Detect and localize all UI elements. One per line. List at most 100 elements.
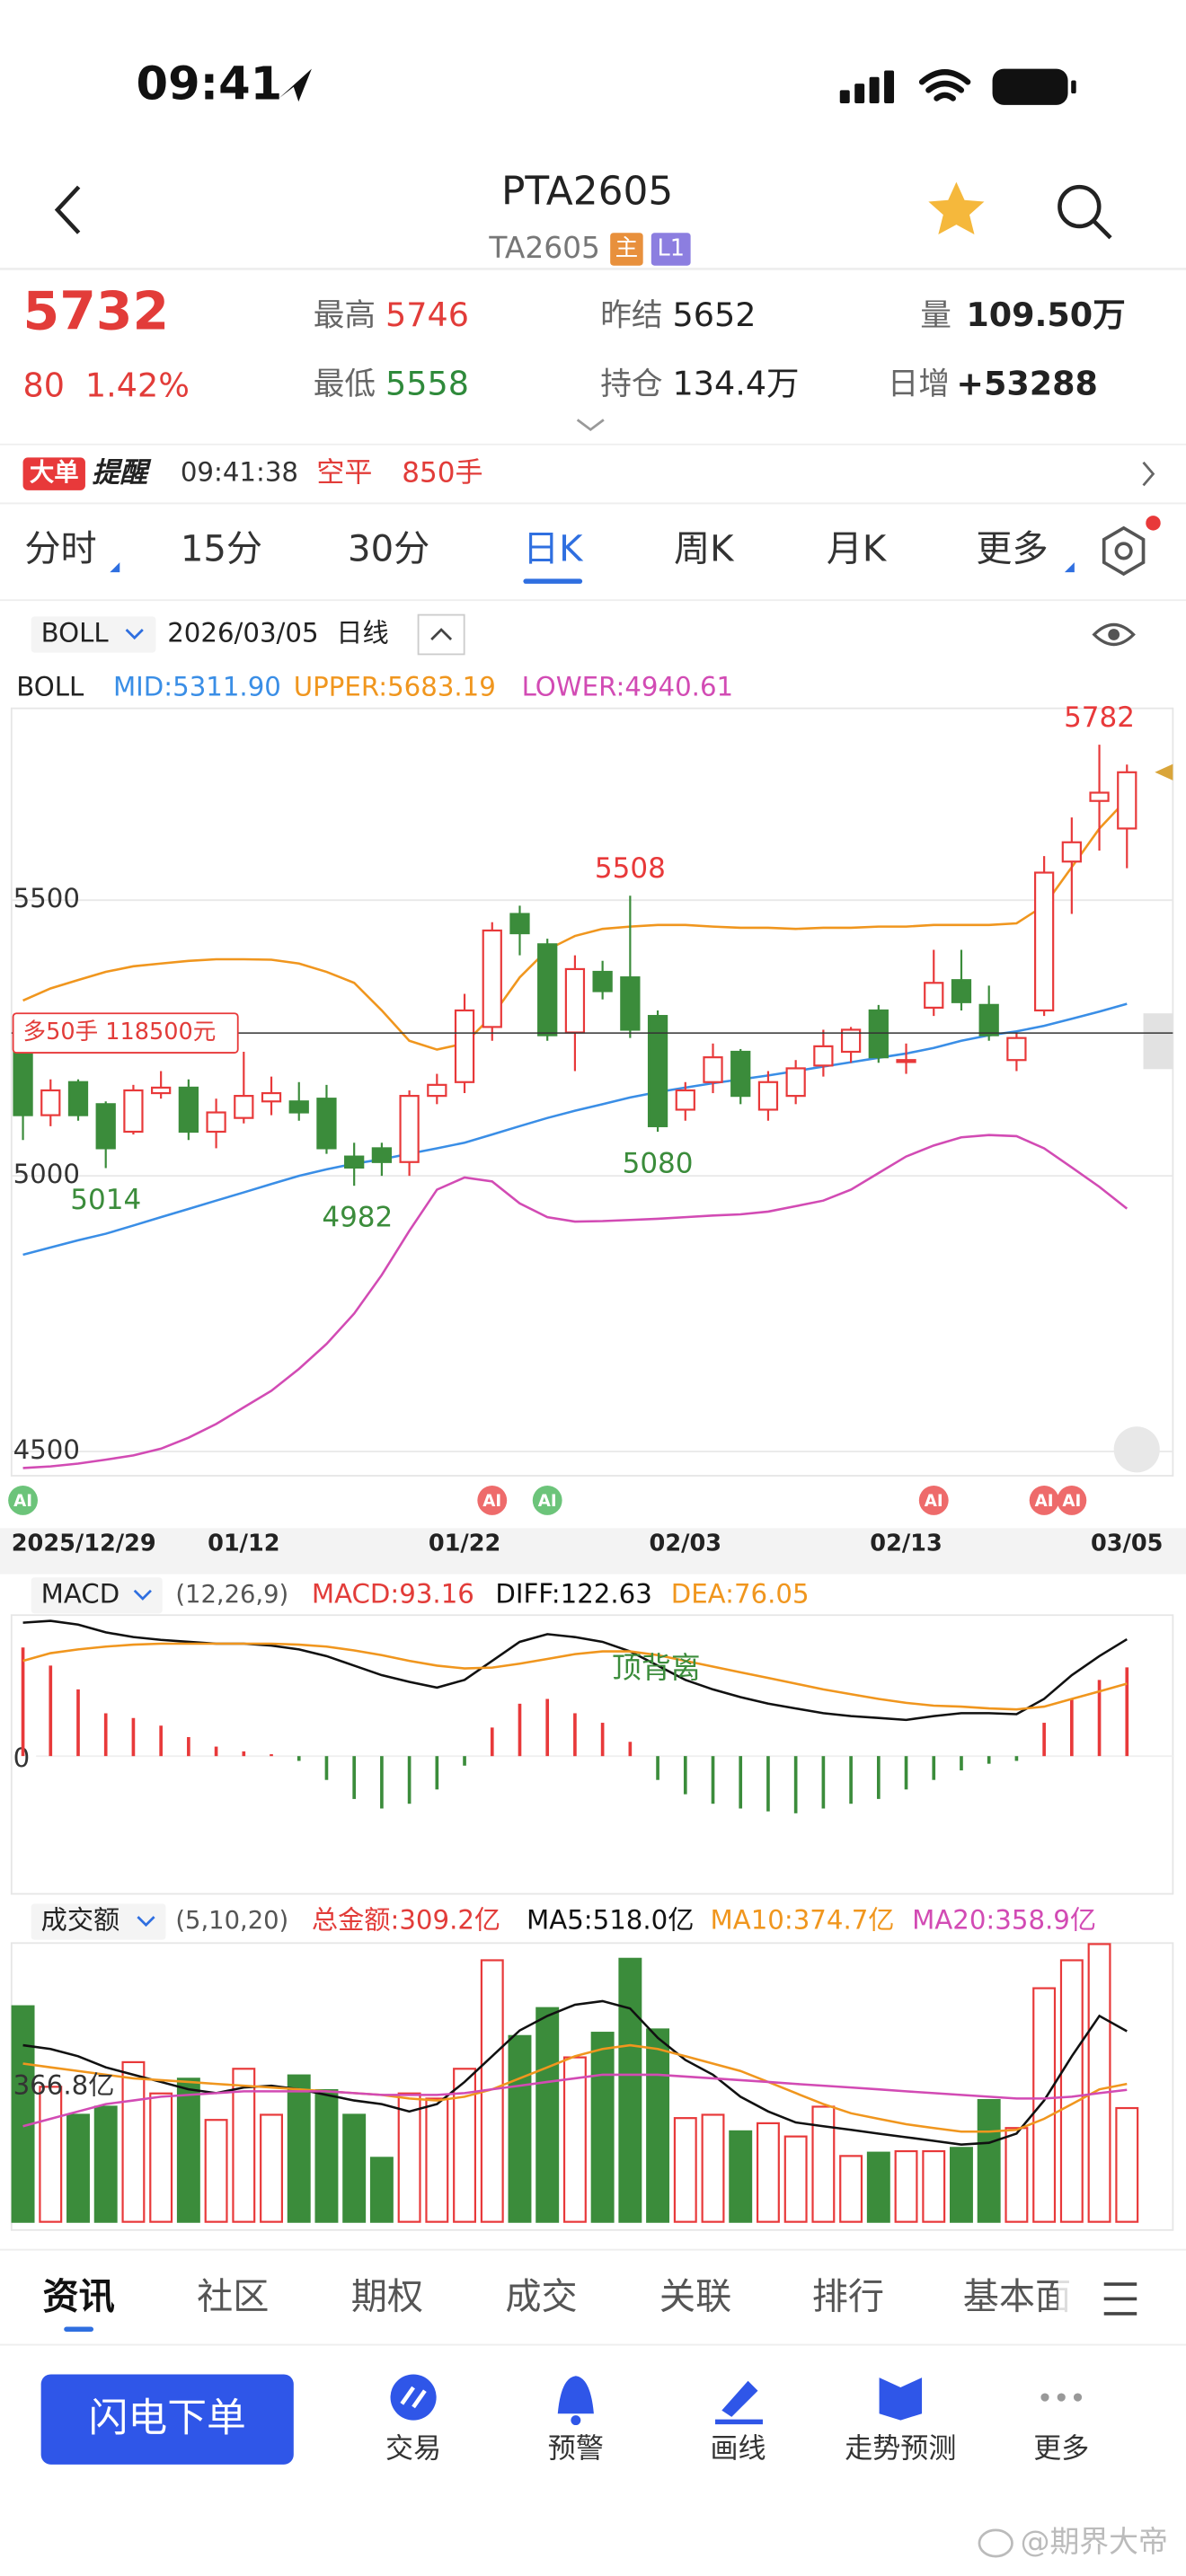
ai-signal[interactable] — [918, 1485, 949, 1515]
contract-code: TA2605 — [488, 230, 600, 265]
price-change: 80 — [23, 366, 65, 404]
x-tick-label: 03/05 — [1091, 1531, 1163, 1557]
draw-icon[interactable] — [721, 2380, 758, 2417]
amount-ma-line — [22, 1999, 1128, 2146]
amount-bar — [11, 2005, 35, 2223]
tag-badge — [651, 233, 691, 266]
extreme-label: 5014 — [70, 1184, 141, 1216]
ai-signal[interactable] — [477, 1485, 508, 1515]
amount-name: 成交额 — [41, 1905, 120, 1936]
date-axis — [0, 1528, 1186, 1575]
more-icon[interactable] — [1040, 2393, 1083, 2402]
info-tab[interactable]: 成交 — [505, 2276, 577, 2317]
period-tab[interactable]: 日K — [523, 528, 584, 569]
candle-body — [427, 1083, 447, 1098]
candle-body — [1089, 791, 1110, 802]
back-button[interactable] — [54, 185, 81, 234]
eye-pupil — [1108, 629, 1120, 640]
overlay-legend: MID:5311.90 — [113, 672, 281, 702]
indicator-select[interactable] — [31, 616, 156, 653]
candle-body — [813, 1045, 834, 1067]
candle-body — [1061, 841, 1082, 863]
expand-chevron[interactable] — [576, 419, 605, 432]
favorite-star[interactable] — [928, 181, 985, 235]
amount-bar — [66, 2113, 90, 2223]
info-tab[interactable]: 社区 — [197, 2276, 269, 2317]
ai-signal[interactable] — [1057, 1485, 1087, 1515]
fullscreen-button[interactable] — [1113, 1426, 1160, 1473]
signal-icon — [839, 70, 895, 104]
amount-bar — [783, 2135, 808, 2223]
ai-signal[interactable] — [8, 1485, 38, 1515]
forecast-icon[interactable] — [879, 2378, 923, 2421]
candle-body — [454, 1009, 475, 1083]
action-label[interactable]: 更多 — [1033, 2432, 1089, 2465]
candle-body — [40, 1089, 61, 1116]
candle-body — [371, 1147, 393, 1163]
stat-value: 134.4万 — [673, 365, 800, 403]
candle-body — [564, 967, 586, 1034]
location-icon — [279, 68, 312, 102]
period-tab[interactable]: 周K — [674, 528, 735, 569]
boll-line — [22, 1134, 1128, 1469]
candle-body — [13, 1048, 33, 1116]
period-tab[interactable]: 15分 — [181, 528, 262, 569]
extreme-label: 5508 — [595, 852, 666, 885]
candle-body — [647, 1015, 668, 1127]
period-tab[interactable]: 更多 — [976, 528, 1048, 569]
macd-line — [22, 1642, 1128, 1711]
amount-bar — [1115, 2106, 1139, 2223]
menu-icon[interactable] — [1103, 2282, 1137, 2316]
action-label[interactable]: 走势预测 — [845, 2432, 956, 2465]
search-button[interactable] — [1058, 184, 1102, 229]
candle-body — [924, 982, 944, 1010]
trade-icon[interactable] — [390, 2374, 437, 2421]
alert-bar — [0, 444, 1186, 504]
macd-select[interactable] — [31, 1577, 163, 1614]
action-label[interactable]: 交易 — [385, 2432, 441, 2465]
info-tab[interactable]: 基本面 — [963, 2276, 1071, 2317]
amount-bar — [811, 2105, 836, 2223]
alert-badge-text: 大单 — [30, 459, 79, 487]
boll-line — [22, 798, 1128, 1051]
period-tab[interactable]: 30分 — [348, 528, 429, 569]
search-handle — [1093, 219, 1112, 240]
action-label[interactable]: 预警 — [548, 2432, 604, 2465]
action-label[interactable]: 画线 — [711, 2432, 766, 2465]
info-tab[interactable]: 期权 — [351, 2276, 423, 2317]
info-tab[interactable]: 排行 — [812, 2276, 884, 2317]
alert-arrow[interactable] — [1142, 461, 1155, 487]
alert-title: 提醒 — [92, 457, 152, 490]
ai-signal[interactable] — [532, 1485, 562, 1515]
battery-icon — [992, 68, 1068, 105]
amount-select[interactable] — [31, 1903, 166, 1940]
info-tab[interactable]: 关联 — [659, 2276, 731, 2317]
info-tab[interactable]: 资讯 — [42, 2276, 114, 2317]
macd-legend: DEA:76.05 — [671, 1578, 810, 1609]
amount-ma-line — [22, 2073, 1128, 2128]
settings-button[interactable] — [1102, 525, 1146, 577]
amount-bar — [287, 2074, 311, 2223]
extreme-label: 4982 — [322, 1202, 393, 1234]
amount-bar — [369, 2157, 394, 2223]
position-tag — [12, 1012, 239, 1054]
period-tab[interactable]: 分时 — [24, 528, 96, 569]
amount-tick-label: 366.8亿 — [13, 2069, 115, 2100]
quick-order-text[interactable]: 闪电下单 — [89, 2395, 246, 2441]
candle-body — [509, 913, 530, 935]
amount-params: (5,10,20) — [175, 1907, 288, 1935]
period-tab[interactable]: 月K — [827, 528, 888, 569]
alert-icon[interactable] — [557, 2376, 594, 2414]
collapse-button[interactable] — [417, 613, 465, 656]
side-handle[interactable] — [1143, 1013, 1173, 1070]
macd-legend: DIFF:122.63 — [495, 1578, 651, 1609]
ai-signal[interactable] — [1029, 1485, 1059, 1515]
amount-bar — [562, 2056, 587, 2223]
candle-body — [592, 970, 613, 992]
eye-button[interactable] — [1092, 622, 1136, 647]
x-tick-label: 2025/12/29 — [12, 1531, 156, 1557]
quick-order-button[interactable] — [40, 2374, 294, 2465]
macd-name: MACD — [41, 1578, 120, 1609]
amount-bar — [204, 2119, 228, 2223]
